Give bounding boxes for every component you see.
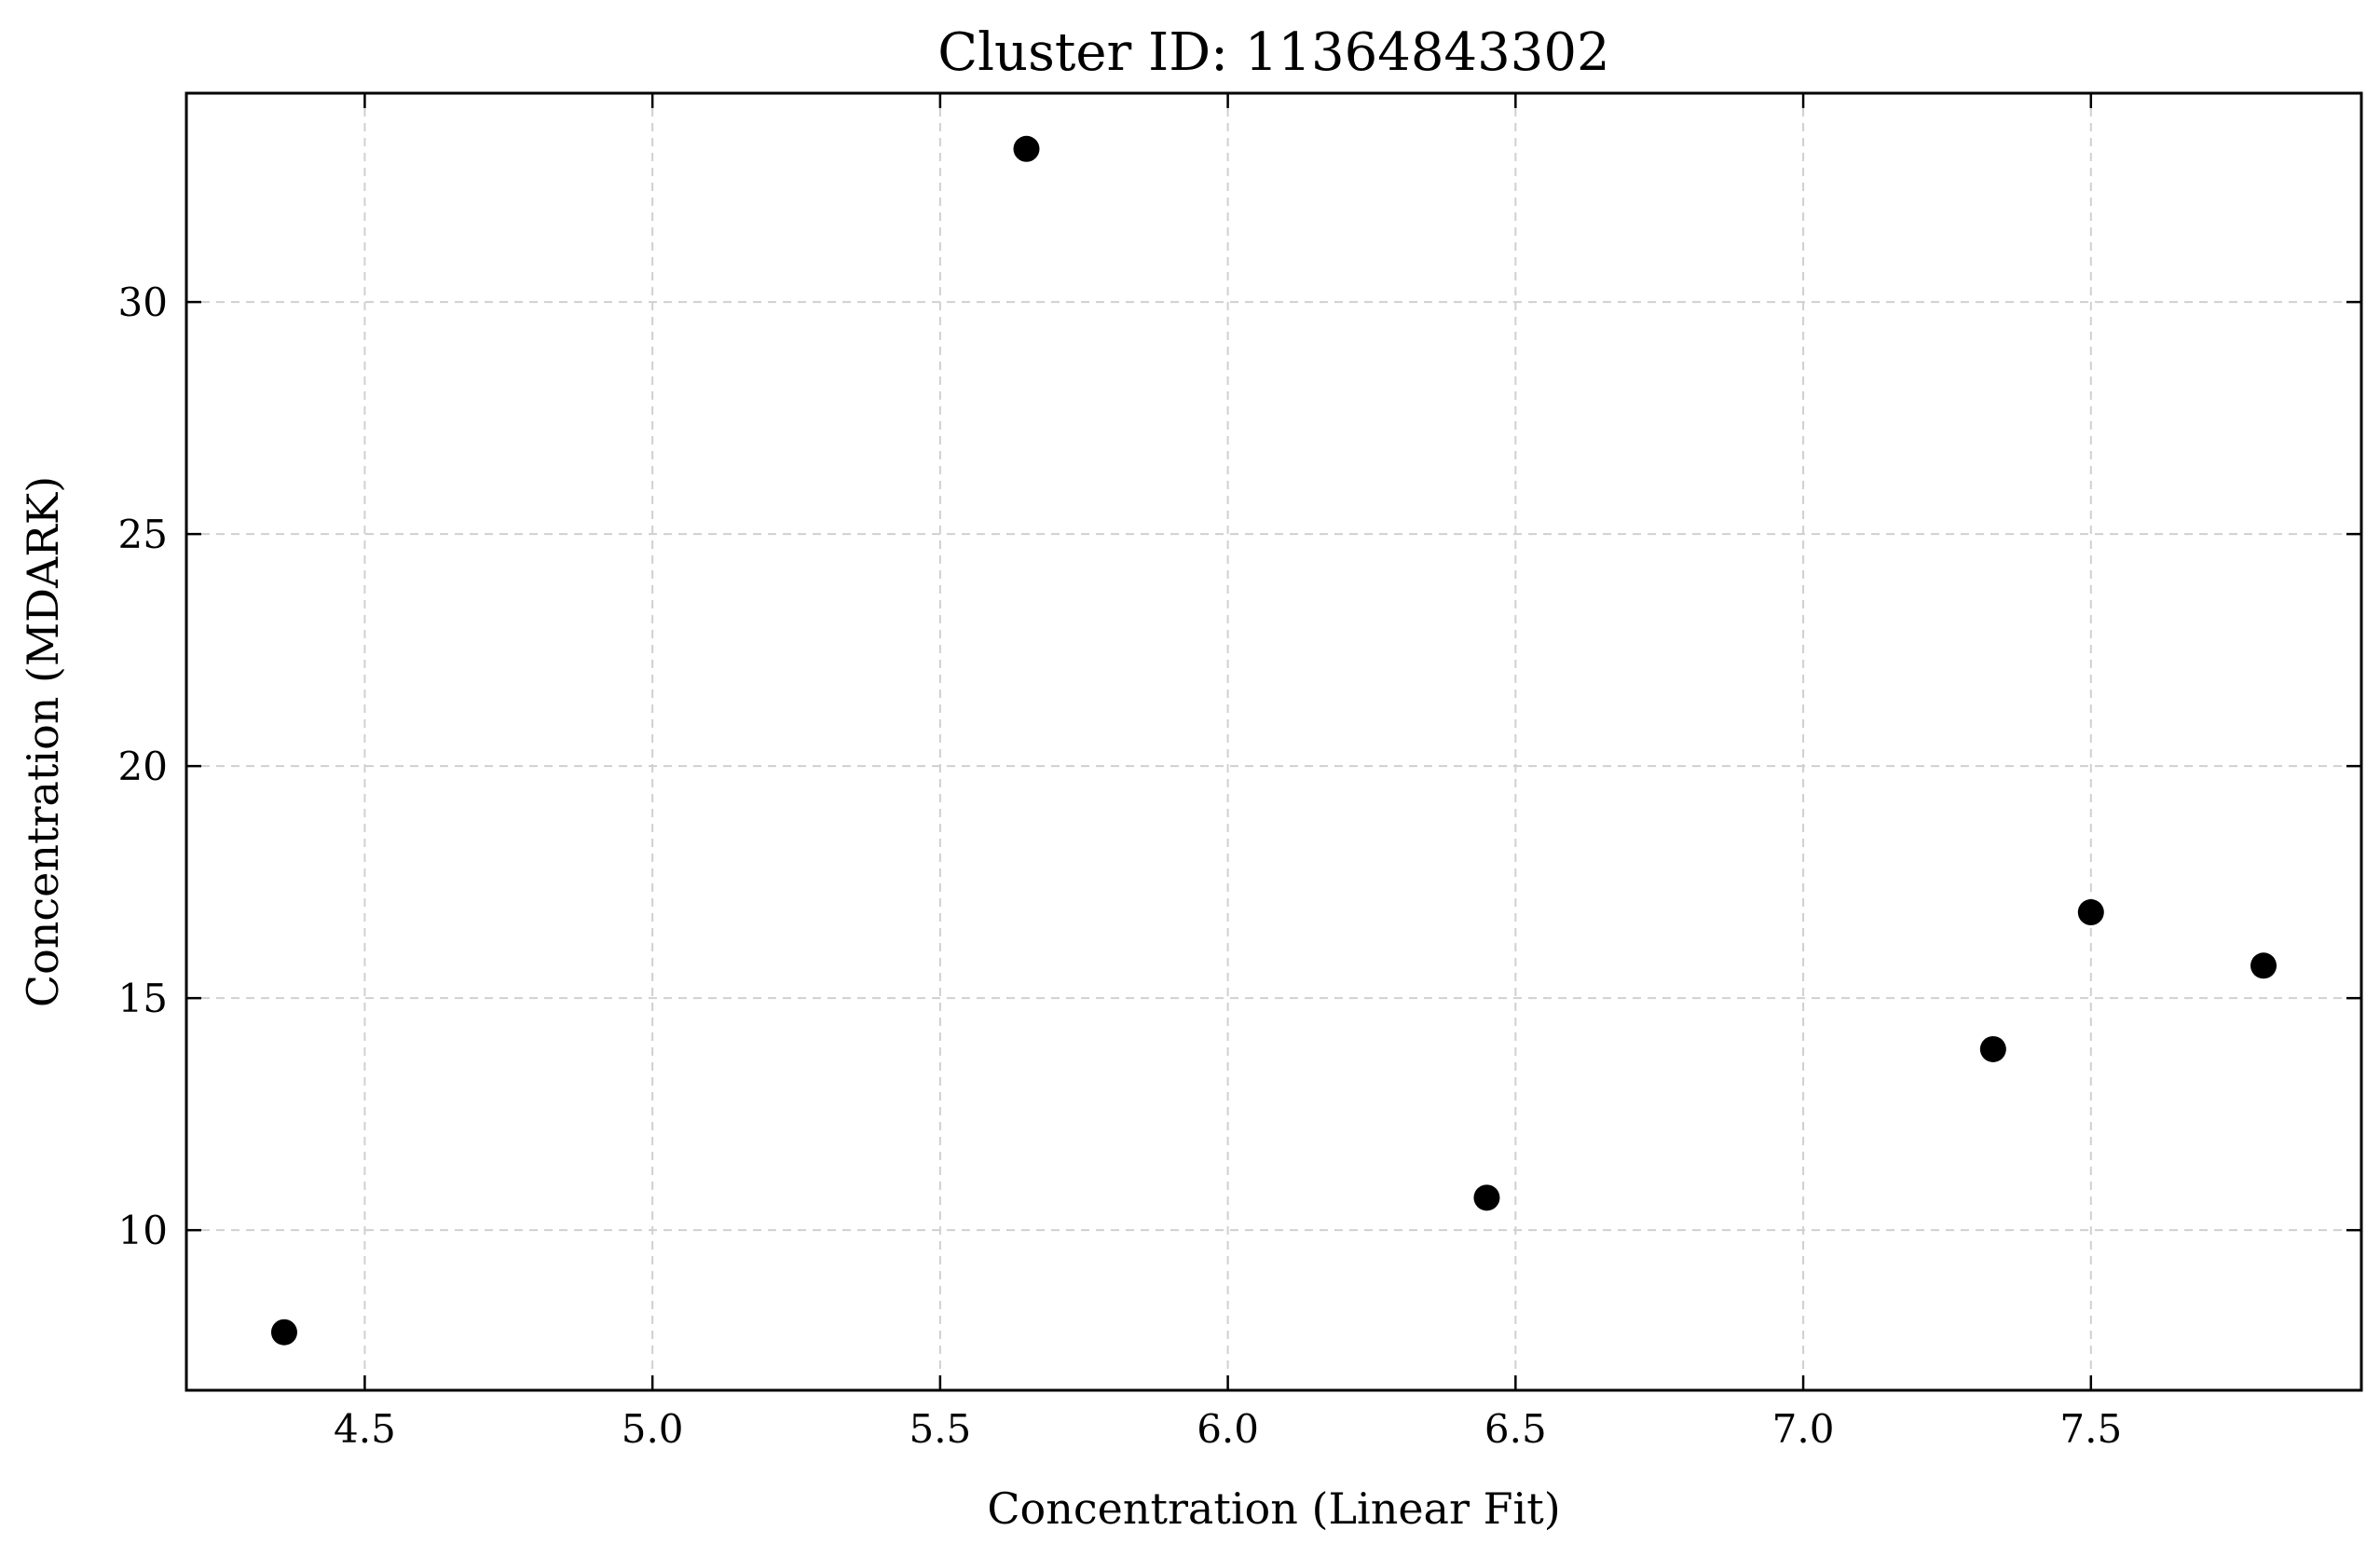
x-tick-label: 6.0 [1197,1406,1259,1452]
data-point [1979,1035,2006,1062]
y-tick-label: 30 [118,280,168,325]
y-tick-label: 25 [118,512,168,557]
x-tick-label: 5.5 [909,1406,971,1452]
data-point [2250,952,2277,979]
grid [186,93,2361,1390]
y-tick-label: 20 [118,744,168,789]
axis-ticks: 4.5 5.0 5.5 6.0 6.5 7.0 7.5 10 15 20 25 30 [118,93,2361,1452]
data-point [2077,899,2104,926]
chart-title: Cluster ID: 11364843302 [937,22,1609,83]
y-tick-label: 15 [118,976,168,1021]
data-point [1013,135,1040,162]
x-tick-label: 7.5 [2059,1406,2122,1452]
x-axis-label: Concentration (Linear Fit) [987,1483,1560,1534]
x-tick-label: 4.5 [334,1406,396,1452]
plot-frame [185,91,2363,1392]
y-tick-label: 10 [118,1208,168,1253]
y-axis-label: Concentration (MDARK) [18,476,68,1007]
data-point [270,1319,297,1346]
x-tick-label: 6.5 [1484,1406,1547,1452]
data-point [1473,1184,1500,1211]
data-points [270,135,2277,1346]
x-tick-label: 5.0 [622,1406,684,1452]
x-tick-label: 7.0 [1772,1406,1835,1452]
